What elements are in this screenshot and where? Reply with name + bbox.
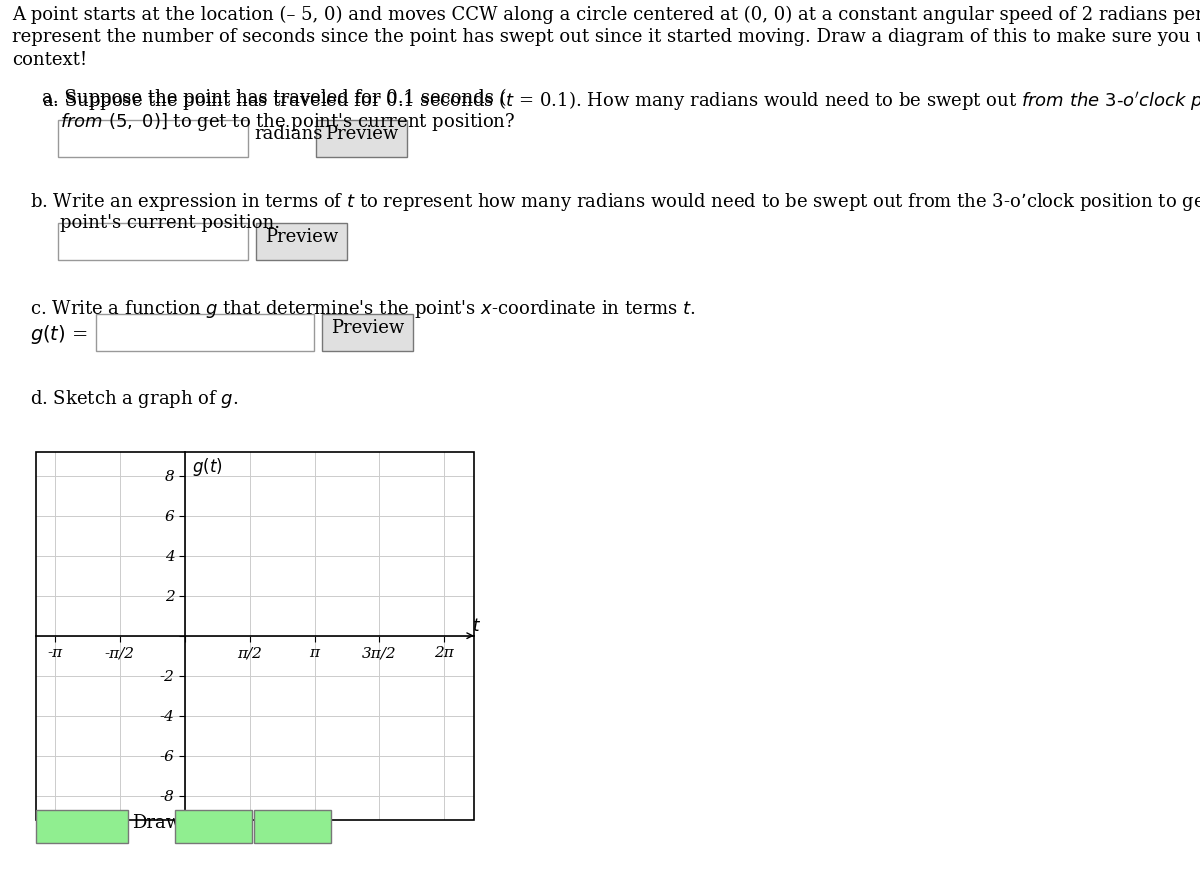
Text: represent the number of seconds since the point has swept out since it started m: represent the number of seconds since th… [12, 28, 1200, 46]
Text: context!: context! [12, 51, 88, 68]
Text: b. Write an expression in terms of $t$ to represent how many radians would need : b. Write an expression in terms of $t$ t… [30, 191, 1200, 214]
Text: $t$: $t$ [472, 618, 481, 635]
Text: $\mathit{from\ (5,\ 0)]}$ to get to the point's current position?: $\mathit{from\ (5,\ 0)]}$ to get to the … [60, 111, 515, 133]
Text: Preview: Preview [330, 319, 404, 337]
Text: Draw:: Draw: [132, 814, 187, 832]
Text: A point starts at the location (– 5, 0) and moves CCW along a circle centered at: A point starts at the location (– 5, 0) … [12, 6, 1200, 25]
Text: a. Suppose the point has traveled for 0.1 seconds ($t$ = 0.1). How many radians : a. Suppose the point has traveled for 0.… [42, 89, 1200, 112]
Text: $g(t)$: $g(t)$ [192, 456, 223, 478]
Text: Clear All: Clear All [46, 814, 119, 832]
Text: Preview: Preview [324, 125, 398, 143]
Text: a. Suppose the point has traveled for 0.1 seconds (: a. Suppose the point has traveled for 0.… [42, 89, 506, 107]
Text: $g(t)$ =: $g(t)$ = [30, 323, 88, 346]
Text: d. Sketch a graph of $g$.: d. Sketch a graph of $g$. [30, 388, 239, 410]
Text: radians: radians [254, 125, 323, 143]
Text: c. Write a function $g$ that determine's the point's $x$-coordinate in terms $t$: c. Write a function $g$ that determine's… [30, 298, 696, 320]
Text: Preview: Preview [264, 229, 338, 246]
Text: point's current position.: point's current position. [60, 214, 280, 231]
